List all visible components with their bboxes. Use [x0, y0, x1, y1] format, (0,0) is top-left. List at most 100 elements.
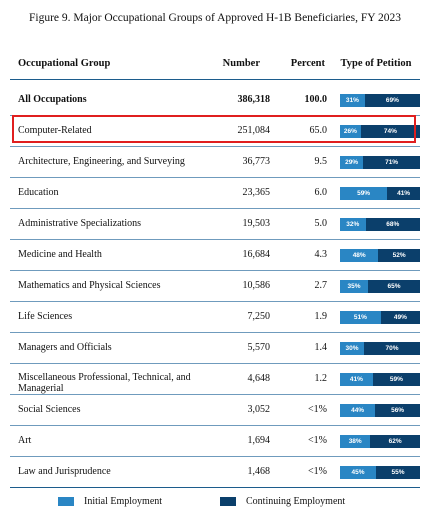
petition-type-bar: 35% 65%: [340, 280, 420, 293]
row-divider: [10, 425, 420, 426]
table-bottom-divider: [10, 487, 420, 488]
percent-value: 1.9: [314, 311, 328, 322]
percent-value: 6.0: [314, 187, 328, 198]
table-row: Medicine and Health 16,684 4.3 48% 52%: [10, 240, 420, 271]
bar-segment-initial: 45%: [340, 466, 376, 479]
bar-segment-initial: 32%: [340, 218, 366, 231]
table-row: Mathematics and Physical Sciences 10,586 2…: [10, 271, 420, 302]
header-divider: [10, 79, 420, 80]
table-row: Law and Jurisprudence 1,468 <1% 45% 55%: [10, 457, 420, 488]
occupational-group-label: Medicine and Health: [18, 249, 102, 260]
bar-segment-continuing: 65%: [368, 280, 420, 293]
bar-segment-continuing: 56%: [375, 404, 420, 417]
petition-type-bar: 26% 74%: [340, 125, 420, 138]
bar-segment-continuing: 62%: [370, 435, 420, 448]
number-value: 4,648: [247, 373, 271, 384]
legend-swatch-initial: [58, 496, 74, 506]
row-divider: [10, 239, 420, 240]
bar-segment-continuing: 52%: [378, 249, 420, 262]
highlight-box: [12, 115, 416, 143]
row-divider: [10, 332, 420, 333]
bar-segment-initial: 59%: [340, 187, 388, 200]
percent-value: 65.0: [309, 125, 328, 136]
table-row: Miscellaneous Professional, Technical, a…: [10, 364, 420, 395]
bar-segment-initial: 48%: [340, 249, 379, 262]
number-value: 3,052: [247, 404, 271, 415]
occupational-group-label: Administrative Specializations: [18, 218, 142, 229]
table-row: Life Sciences 7,250 1.9 51% 49%: [10, 302, 420, 333]
occupational-group-label: Miscellaneous Professional, Technical, a…: [18, 372, 191, 394]
percent-value: 9.5: [314, 156, 328, 167]
number-value: 7,250: [247, 311, 271, 322]
legend-label-continuing: Continuing Employment: [246, 495, 346, 507]
bar-segment-initial: 38%: [340, 435, 371, 448]
percent-value: 1.2: [314, 373, 328, 384]
table-row: Art 1,694 <1% 38% 62%: [10, 426, 420, 457]
row-divider: [10, 270, 420, 271]
number-value: 19,503: [242, 218, 271, 229]
bar-segment-initial: 26%: [340, 125, 361, 138]
bar-segment-initial: 30%: [340, 342, 364, 355]
bar-segment-continuing: 71%: [363, 156, 420, 169]
percent-value: 100.0: [304, 94, 328, 105]
number-value: 5,570: [247, 342, 271, 353]
number-value: 1,694: [247, 435, 271, 446]
number-value: 1,468: [247, 466, 271, 477]
header-percent: Percent: [290, 58, 325, 69]
bar-segment-continuing: 55%: [376, 466, 420, 479]
table-row: Architecture, Engineering, and Surveying…: [10, 147, 420, 178]
legend-label-initial: Initial Employment: [84, 495, 163, 507]
occupational-group-label: Architecture, Engineering, and Surveying: [18, 156, 185, 167]
petition-type-bar: 30% 70%: [340, 342, 420, 355]
row-divider: [10, 146, 420, 147]
petition-type-bar: 59% 41%: [340, 187, 420, 200]
header-occupational-group: Occupational Group: [18, 58, 111, 69]
percent-value: <1%: [308, 404, 327, 415]
percent-value: <1%: [308, 466, 327, 477]
legend-item-continuing: Continuing Employment: [220, 495, 345, 507]
number-value: 16,684: [242, 249, 271, 260]
bar-segment-continuing: 69%: [364, 94, 420, 107]
petition-type-bar: 29% 71%: [340, 156, 420, 169]
petition-type-bar: 41% 59%: [340, 373, 420, 386]
petition-type-bar: 31% 69%: [340, 94, 420, 107]
bar-segment-continuing: 70%: [364, 342, 420, 355]
percent-value: 2.7: [314, 280, 328, 291]
table-row: Computer-Related 251,084 65.0 26% 74%: [10, 116, 420, 147]
occupational-group-label: All Occupations: [18, 94, 87, 105]
table-row: Social Sciences 3,052 <1% 44% 56%: [10, 395, 420, 426]
percent-value: 5.0: [314, 218, 328, 229]
bar-segment-initial: 41%: [340, 373, 373, 386]
petition-type-bar: 38% 62%: [340, 435, 420, 448]
number-value: 10,586: [242, 280, 271, 291]
percent-value: <1%: [308, 435, 327, 446]
bar-segment-continuing: 59%: [372, 373, 420, 386]
bar-segment-initial: 44%: [340, 404, 376, 417]
table-row: Managers and Officials 5,570 1.4 30% 70%: [10, 333, 420, 364]
table-row: Administrative Specializations 19,503 5.0 3…: [10, 209, 420, 240]
occupational-group-label: Art: [18, 435, 32, 446]
row-divider: [10, 394, 420, 395]
bar-segment-initial: 51%: [340, 311, 381, 324]
row-divider: [10, 301, 420, 302]
petition-type-bar: 45% 55%: [340, 466, 420, 479]
chart-title: Figure 9. Major Occupational Groups of A…: [29, 12, 401, 24]
bar-segment-initial: 31%: [340, 94, 365, 107]
header-type-of-petition: Type of Petition: [340, 58, 412, 69]
percent-value: 4.3: [314, 249, 328, 260]
occupational-group-label: Social Sciences: [18, 404, 81, 415]
number-value: 23,365: [242, 187, 271, 198]
table-row: All Occupations 386,318 100.0 31% 69%: [10, 85, 420, 116]
occupational-group-label: Law and Jurisprudence: [18, 466, 111, 477]
bar-segment-continuing: 68%: [365, 218, 420, 231]
occupational-group-label: Life Sciences: [18, 311, 73, 322]
petition-type-bar: 48% 52%: [340, 249, 420, 262]
row-divider: [10, 208, 420, 209]
occupational-group-label: Mathematics and Physical Sciences: [18, 280, 161, 291]
bar-segment-continuing: 74%: [360, 125, 420, 138]
occupational-group-label: Managers and Officials: [18, 342, 112, 353]
occupational-group-label: Education: [18, 187, 59, 198]
petition-type-bar: 32% 68%: [340, 218, 420, 231]
legend-swatch-continuing: [220, 496, 236, 506]
occupational-group-label: Computer-Related: [18, 125, 92, 136]
